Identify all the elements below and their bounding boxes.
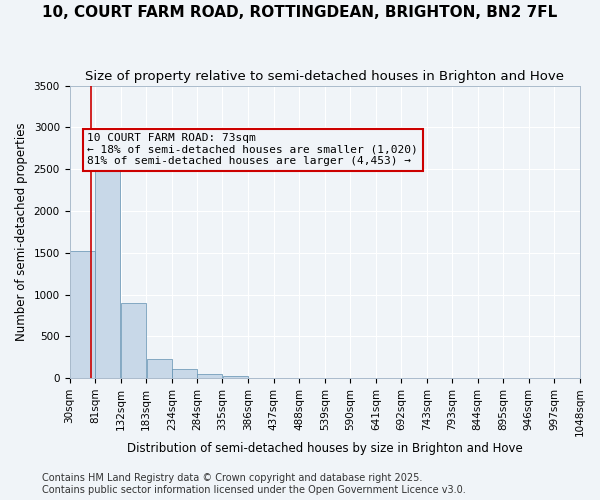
Bar (70, 251, 95, 378)
Bar (121, 303, 146, 378)
Text: 10 COURT FARM ROAD: 73sqm
← 18% of semi-detached houses are smaller (1,020)
81% : 10 COURT FARM ROAD: 73sqm ← 18% of semi-… (88, 133, 418, 166)
Bar (172, 369, 197, 378)
Bar (223, 376, 248, 378)
Bar (146, 359, 172, 378)
X-axis label: Distribution of semi-detached houses by size in Brighton and Hove: Distribution of semi-detached houses by … (127, 442, 523, 455)
Bar (95, 146, 121, 378)
Bar (197, 374, 222, 378)
Text: Contains HM Land Registry data © Crown copyright and database right 2025.
Contai: Contains HM Land Registry data © Crown c… (42, 474, 466, 495)
Title: Size of property relative to semi-detached houses in Brighton and Hove: Size of property relative to semi-detach… (85, 70, 564, 83)
Y-axis label: Number of semi-detached properties: Number of semi-detached properties (15, 122, 28, 341)
Text: 10, COURT FARM ROAD, ROTTINGDEAN, BRIGHTON, BN2 7FL: 10, COURT FARM ROAD, ROTTINGDEAN, BRIGHT… (43, 5, 557, 20)
